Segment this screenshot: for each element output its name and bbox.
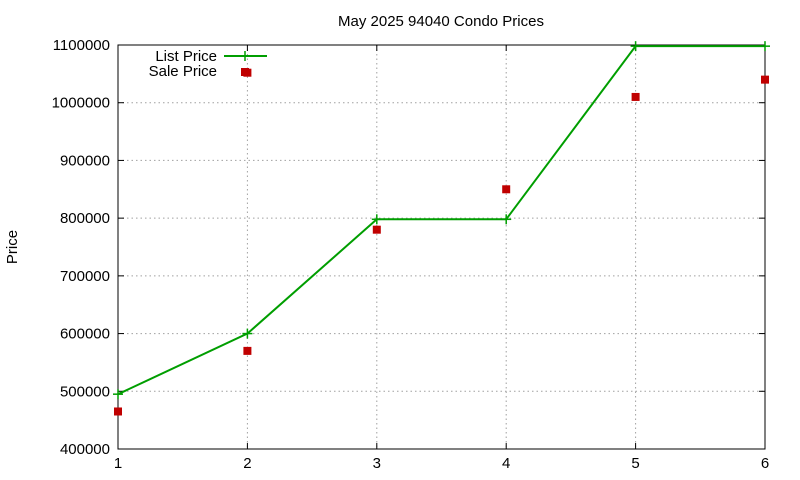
sale-price-point	[761, 75, 769, 84]
y-axis-label: Price	[4, 230, 21, 264]
list-price-point	[760, 41, 770, 52]
legend-swatch-sale-price	[241, 68, 249, 76]
x-tick-label: 4	[502, 455, 510, 472]
sale-price-point	[243, 346, 252, 355]
y-tick-label: 600000	[60, 326, 110, 343]
list-price-line	[117, 45, 765, 396]
y-axis-ticks: 400000 500000 600000 700000 800000 900000 1000…	[52, 37, 765, 458]
y-tick-label: 800000	[60, 210, 110, 227]
x-tick-label: 2	[243, 455, 251, 472]
series-layer	[113, 41, 770, 416]
y-tick-label: 700000	[60, 268, 110, 285]
legend-marker-list-price	[240, 51, 250, 61]
y-tick-label: 900000	[60, 152, 110, 169]
list-price-point	[630, 41, 641, 52]
list-price-point	[501, 214, 512, 225]
x-tick-label: 5	[631, 455, 639, 472]
legend-label-list-price: List Price	[155, 48, 217, 65]
sale-price-point	[372, 225, 381, 234]
y-tick-label: 500000	[60, 383, 110, 400]
axes	[117, 44, 766, 450]
list-price-point	[371, 214, 382, 225]
sale-price-point	[631, 92, 640, 101]
chart-title: May 2025 94040 Condo Prices	[338, 13, 544, 30]
grid-lines	[118, 45, 765, 449]
plot-frame	[117, 44, 766, 450]
x-axis-ticks: 1 2 3 4 5 6	[114, 45, 769, 472]
sale-price-point	[502, 185, 511, 194]
y-tick-label: 1000000	[52, 95, 110, 112]
x-tick-label: 1	[114, 455, 122, 472]
y-tick-label: 400000	[60, 441, 110, 458]
list-price-point	[113, 389, 123, 400]
list-price-point	[242, 328, 253, 339]
y-tick-label: 1100000	[53, 37, 110, 54]
sale-price-point	[114, 407, 122, 416]
x-tick-label: 6	[761, 455, 769, 472]
legend-label-sale-price: Sale Price	[149, 63, 217, 80]
x-tick-label: 3	[373, 455, 381, 472]
